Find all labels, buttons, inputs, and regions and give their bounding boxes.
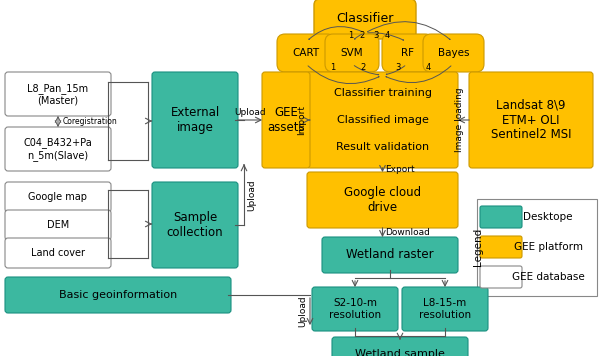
FancyBboxPatch shape	[423, 34, 484, 72]
FancyBboxPatch shape	[332, 337, 468, 356]
FancyBboxPatch shape	[480, 206, 522, 228]
Text: Export: Export	[386, 166, 415, 174]
Text: 3: 3	[396, 63, 401, 72]
Text: Image loading: Image loading	[455, 88, 464, 152]
Text: S2-10-m
resolution: S2-10-m resolution	[329, 298, 381, 320]
FancyBboxPatch shape	[5, 72, 111, 116]
FancyBboxPatch shape	[5, 127, 111, 171]
Text: GEE
assets: GEE assets	[267, 106, 305, 134]
Text: 2: 2	[359, 31, 364, 40]
Text: External
image: External image	[170, 106, 220, 134]
Text: Download: Download	[386, 228, 430, 237]
Text: Classifier: Classifier	[336, 12, 394, 26]
Text: Basic geoinformation: Basic geoinformation	[59, 290, 177, 300]
FancyBboxPatch shape	[5, 238, 111, 268]
FancyArrowPatch shape	[367, 22, 450, 40]
FancyArrowPatch shape	[368, 33, 404, 40]
FancyBboxPatch shape	[314, 0, 416, 39]
Text: Sample
collection: Sample collection	[167, 211, 223, 239]
Text: RF: RF	[401, 48, 414, 58]
Text: 1: 1	[347, 31, 353, 40]
Text: C04_B432+Pa
n_5m(Slave): C04_B432+Pa n_5m(Slave)	[23, 137, 92, 161]
FancyBboxPatch shape	[5, 182, 111, 212]
FancyBboxPatch shape	[469, 72, 593, 168]
FancyBboxPatch shape	[382, 34, 433, 72]
Text: GEE database: GEE database	[512, 272, 585, 282]
Text: Desktope: Desktope	[524, 212, 573, 222]
FancyBboxPatch shape	[480, 236, 522, 258]
FancyBboxPatch shape	[152, 182, 238, 268]
Text: Landsat 8\9
ETM+ OLI
Sentinel2 MSI: Landsat 8\9 ETM+ OLI Sentinel2 MSI	[491, 99, 571, 141]
FancyBboxPatch shape	[5, 210, 111, 240]
Text: 3: 3	[373, 31, 378, 40]
FancyArrowPatch shape	[386, 66, 405, 74]
Text: DEM: DEM	[47, 220, 69, 230]
FancyArrowPatch shape	[308, 66, 379, 84]
Text: Bayes: Bayes	[438, 48, 469, 58]
FancyBboxPatch shape	[152, 72, 238, 168]
FancyBboxPatch shape	[5, 277, 231, 313]
FancyArrowPatch shape	[309, 27, 362, 40]
FancyArrowPatch shape	[354, 66, 379, 75]
Text: CART: CART	[292, 48, 319, 58]
FancyBboxPatch shape	[277, 34, 335, 72]
FancyBboxPatch shape	[262, 72, 310, 168]
FancyBboxPatch shape	[307, 72, 458, 168]
Text: Legend: Legend	[473, 228, 483, 266]
Text: Wetland raster: Wetland raster	[346, 248, 434, 262]
Text: SVM: SVM	[341, 48, 364, 58]
Text: Import: Import	[298, 105, 307, 135]
Text: Classifier training: Classifier training	[334, 88, 431, 98]
Text: Upload: Upload	[247, 179, 256, 211]
Text: Google map: Google map	[29, 192, 87, 202]
Text: GEE platform: GEE platform	[513, 242, 582, 252]
Text: Wetland sample: Wetland sample	[355, 349, 445, 356]
Text: 1: 1	[330, 63, 335, 72]
Text: Classified image: Classified image	[337, 115, 428, 125]
Text: 2: 2	[360, 63, 365, 72]
Text: L8-15-m
resolution: L8-15-m resolution	[419, 298, 471, 320]
FancyBboxPatch shape	[325, 34, 379, 72]
FancyBboxPatch shape	[402, 287, 488, 331]
Text: 4: 4	[426, 63, 431, 72]
FancyBboxPatch shape	[312, 287, 398, 331]
FancyArrowPatch shape	[386, 66, 451, 83]
Text: L8_Pan_15m
(Master): L8_Pan_15m (Master)	[28, 83, 89, 105]
Text: Land cover: Land cover	[31, 248, 85, 258]
FancyBboxPatch shape	[307, 172, 458, 228]
Text: Coregistration: Coregistration	[63, 116, 118, 126]
Text: Upload: Upload	[298, 296, 307, 327]
Text: Result validation: Result validation	[336, 142, 429, 152]
FancyBboxPatch shape	[322, 237, 458, 273]
FancyArrowPatch shape	[355, 34, 362, 39]
FancyBboxPatch shape	[480, 266, 522, 288]
Text: 4: 4	[385, 31, 389, 40]
Text: Upload: Upload	[234, 108, 266, 117]
Text: Google cloud
drive: Google cloud drive	[344, 186, 421, 214]
